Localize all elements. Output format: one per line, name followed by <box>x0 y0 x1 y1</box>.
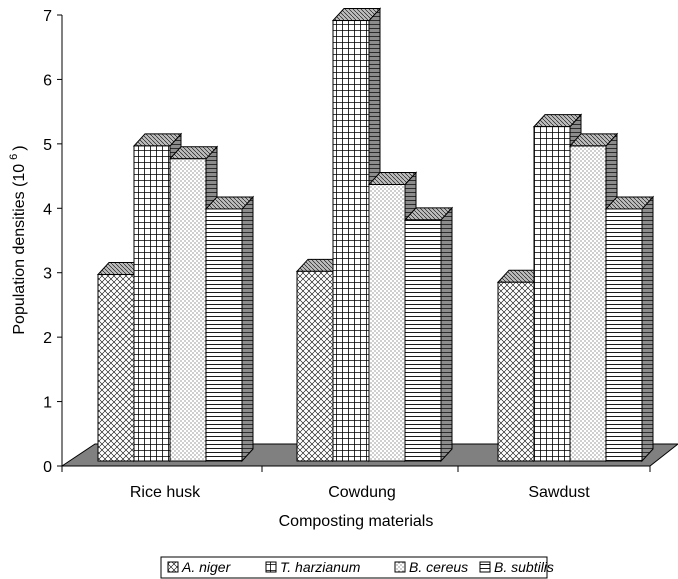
bar-front <box>97 274 135 462</box>
legend-label: B. subtilis <box>494 559 554 575</box>
bar-front <box>569 145 607 462</box>
y-tick-label: 6 <box>43 72 52 89</box>
y-axis-title: Population densities (10 6) <box>8 145 28 334</box>
bar-front <box>332 20 370 462</box>
bar-front <box>133 145 171 462</box>
x-tick-label: Cowdung <box>328 484 396 501</box>
x-tick-label: Rice husk <box>130 484 201 501</box>
legend-item: B. subtilis <box>479 559 554 575</box>
y-tick-label: 7 <box>43 8 52 25</box>
bar-front <box>497 281 535 462</box>
legend-label: A. niger <box>181 559 232 575</box>
legend-label: T. harzianum <box>280 559 361 575</box>
bar-front <box>533 126 571 462</box>
legend-swatch <box>167 561 179 573</box>
legend-item: A. niger <box>167 559 232 575</box>
y-tick-label: 4 <box>43 201 52 218</box>
x-ticks: Rice husk Cowdung Sawdust <box>61 466 651 501</box>
legend-swatch <box>265 561 277 573</box>
y-axis-title-close: ) <box>11 145 28 150</box>
y-ticks: 0 1 2 3 4 5 6 7 <box>43 8 62 476</box>
y-tick-label: 5 <box>43 137 52 154</box>
bar-front <box>296 270 334 462</box>
bar-front <box>605 208 643 462</box>
legend-swatch <box>394 561 406 573</box>
bar-front <box>205 208 243 462</box>
y-axis-title-main: Population densities (10 <box>11 164 28 335</box>
legend-item: B. cereus <box>394 559 468 575</box>
legend-box <box>160 556 548 579</box>
y-tick-label: 1 <box>43 395 52 412</box>
x-tick-label: Sawdust <box>528 484 590 501</box>
bars <box>96 7 655 463</box>
legend-swatch <box>479 561 491 573</box>
legend: A. niger T. harzianum B. cereus B. subtilis <box>167 559 554 575</box>
bar <box>604 195 655 463</box>
x-axis-title: Composting materials <box>279 513 434 530</box>
bar-side <box>641 195 654 463</box>
bar-side <box>440 206 453 463</box>
legend-item: T. harzianum <box>265 559 361 575</box>
legend-label: B. cereus <box>409 559 468 575</box>
bar <box>403 206 454 463</box>
y-axis-title-superscript: 6 <box>8 154 20 160</box>
bar <box>204 195 255 463</box>
y-tick-label: 2 <box>43 330 52 347</box>
bar-front <box>169 158 207 462</box>
bar-front <box>368 184 406 462</box>
bar-side <box>241 195 254 463</box>
y-tick-label: 3 <box>43 266 52 283</box>
y-tick-label: 0 <box>43 459 52 476</box>
bar-front <box>404 219 442 462</box>
